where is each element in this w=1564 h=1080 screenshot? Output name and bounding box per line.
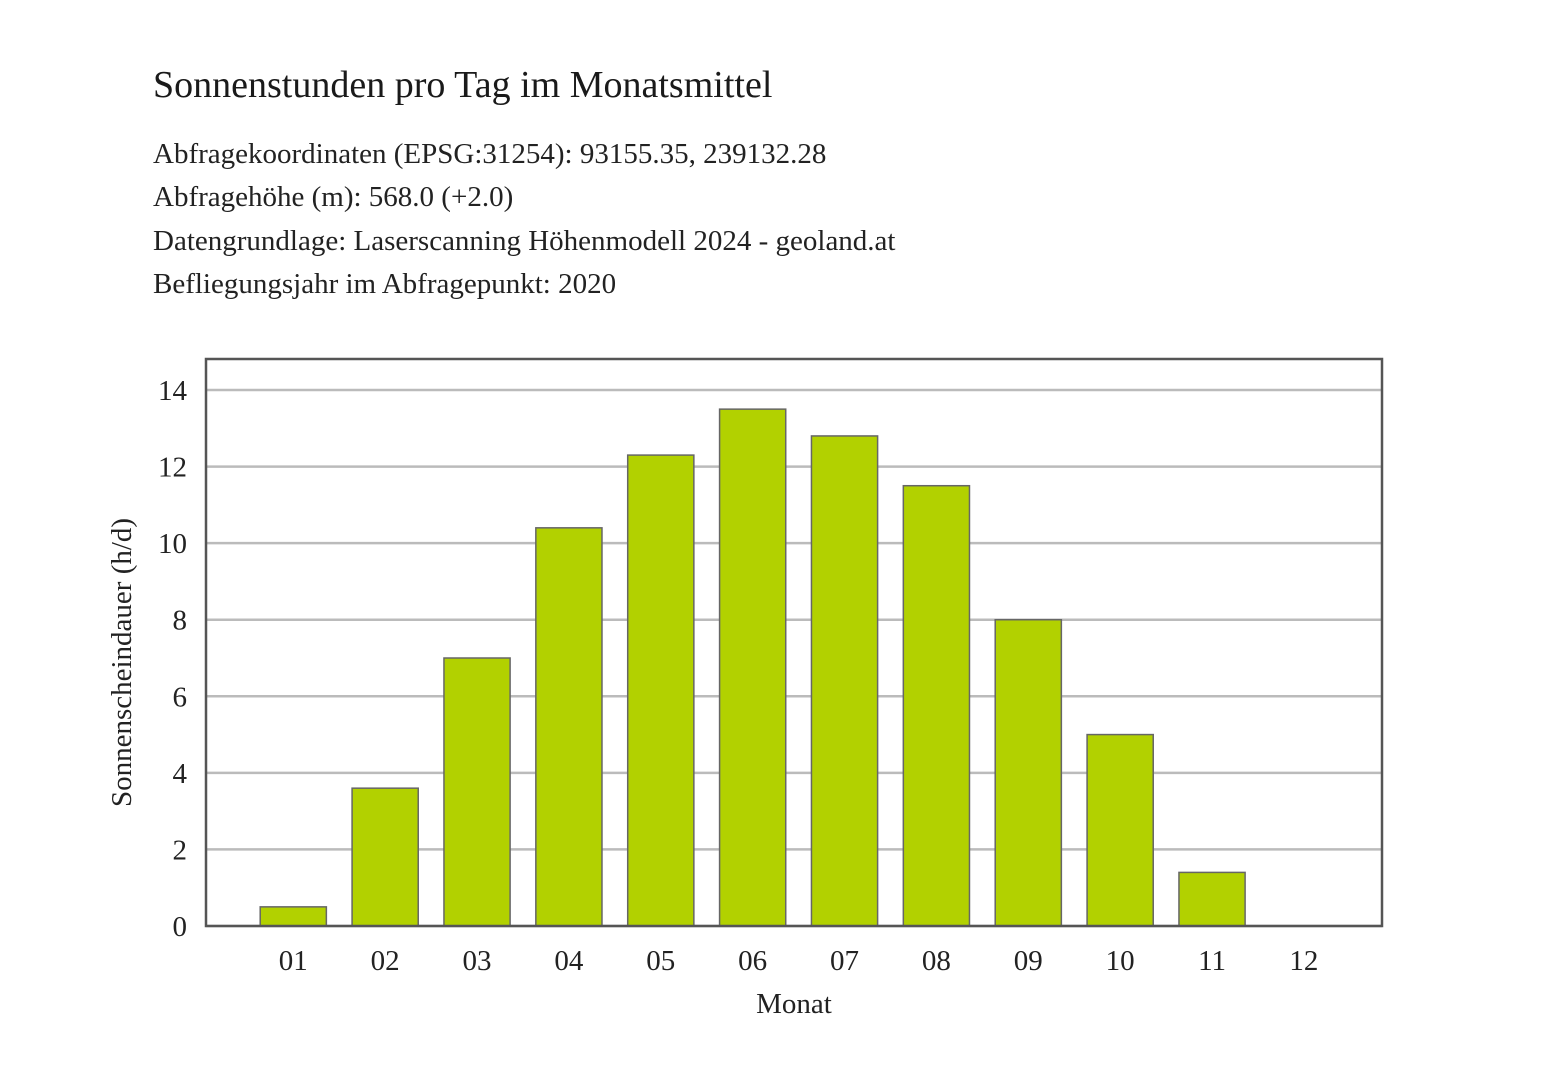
x-tick-label: 12 xyxy=(1289,945,1318,977)
x-tick-label: 05 xyxy=(646,945,675,977)
bar-02 xyxy=(351,787,419,927)
plot-frame xyxy=(204,357,1384,928)
bar-04 xyxy=(535,527,603,927)
y-tick-labels: 0 2 4 6 8 10 12 14 xyxy=(158,375,188,943)
bar-01 xyxy=(259,906,328,927)
x-tick-label: 06 xyxy=(738,945,767,977)
y-tick-label: 6 xyxy=(173,681,188,713)
chart-title: Sonnenstunden pro Tag im Monatsmittel xyxy=(153,64,773,106)
x-axis-label: Monat xyxy=(756,988,832,1020)
bar-08 xyxy=(902,484,971,927)
x-tick-label: 03 xyxy=(463,945,492,977)
bar-06 xyxy=(718,408,787,927)
y-tick-label: 2 xyxy=(173,834,188,866)
y-tick-label: 8 xyxy=(173,605,188,637)
bar-03 xyxy=(443,657,511,927)
x-tick-label: 04 xyxy=(554,945,584,977)
x-tick-label: 07 xyxy=(830,945,859,977)
y-tick-label: 0 xyxy=(173,911,188,943)
x-tick-label: 09 xyxy=(1014,945,1043,977)
x-tick-label: 08 xyxy=(922,945,951,977)
bar-11 xyxy=(1178,871,1246,927)
y-tick-label: 4 xyxy=(173,758,188,790)
y-tick-label: 14 xyxy=(158,375,188,407)
bar-07 xyxy=(810,435,879,927)
x-tick-labels: 01 02 03 04 05 06 07 08 09 10 11 12 xyxy=(279,945,1319,977)
info-coordinates: Abfragekoordinaten (EPSG:31254): 93155.3… xyxy=(153,138,827,170)
info-elevation: Abfragehöhe (m): 568.0 (+2.0) xyxy=(153,181,514,213)
info-flight-year: Befliegungsjahr im Abfragepunkt: 2020 xyxy=(153,268,617,300)
y-axis-label: Sonnenscheindauer (h/d) xyxy=(106,518,138,807)
bar-10 xyxy=(1086,733,1154,927)
x-tick-label: 01 xyxy=(279,945,308,977)
x-tick-label: 11 xyxy=(1198,945,1226,977)
y-tick-label: 10 xyxy=(158,528,187,560)
x-tick-label: 02 xyxy=(371,945,400,977)
x-tick-label: 10 xyxy=(1106,945,1135,977)
bar-09 xyxy=(994,618,1063,927)
bar-05 xyxy=(626,454,695,927)
y-tick-label: 12 xyxy=(158,452,187,484)
bars xyxy=(259,408,1246,927)
info-data-source: Datengrundlage: Laserscanning Höhenmodel… xyxy=(153,225,896,257)
